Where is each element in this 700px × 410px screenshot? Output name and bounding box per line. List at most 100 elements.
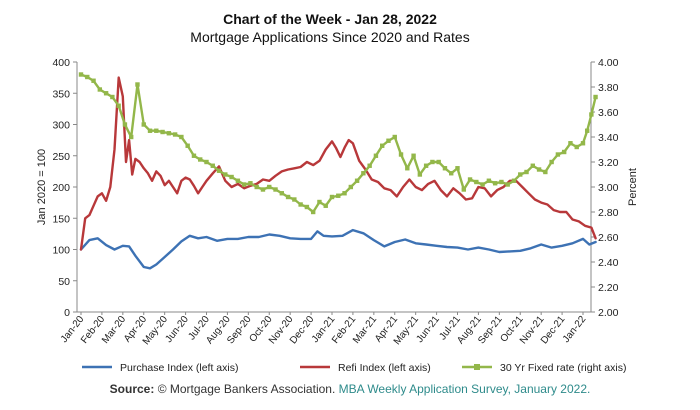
left-tick-label: 150 — [52, 213, 70, 225]
rate-point — [179, 134, 184, 140]
rate-point — [279, 191, 284, 196]
rate-point — [135, 82, 140, 87]
rate-point — [442, 166, 448, 171]
rate-point — [386, 138, 391, 143]
rate-point — [154, 128, 159, 133]
rate-point — [185, 143, 190, 148]
rate-point — [492, 181, 498, 186]
rate-point — [549, 159, 554, 165]
rate-point — [241, 182, 247, 187]
rate-point — [229, 174, 234, 180]
rate-point — [191, 153, 197, 158]
legend-label: 30 Yr Fixed rate (right axis) — [500, 362, 626, 374]
right-tick-label: 3.20 — [598, 157, 619, 169]
rate-point — [172, 132, 178, 137]
rate-point — [392, 134, 397, 140]
rate-point — [336, 193, 341, 198]
source-label: Source: — [109, 382, 155, 396]
rate-point — [561, 149, 567, 155]
rate-point — [499, 179, 504, 185]
rate-point — [248, 181, 253, 186]
rate-point — [141, 122, 146, 127]
left-axis-label: Jan 2020 = 100 — [36, 149, 48, 225]
rate-point — [85, 74, 90, 80]
right-tick-label: 4.00 — [598, 57, 619, 69]
left-tick-label: 400 — [52, 57, 70, 69]
rate-point — [342, 191, 347, 196]
rate-point — [354, 178, 360, 183]
right-tick-label: 3.60 — [598, 107, 619, 119]
right-tick-label: 3.80 — [598, 82, 619, 94]
left-tick-label: 350 — [52, 88, 70, 100]
legend-marker — [474, 364, 480, 370]
rate-point — [530, 163, 535, 168]
source-note: Source: © Mortgage Bankers Association. … — [0, 382, 700, 396]
chart-subtitle: Mortgage Applications Since 2020 and Rat… — [190, 29, 469, 45]
rate-point — [223, 172, 228, 177]
plot-area: 0 50 100 150 200 250 300 350 400 2.00 2.20 2.40 2.60… — [52, 57, 618, 347]
rate-point — [467, 177, 473, 182]
rate-point — [455, 166, 460, 171]
rate-point — [285, 194, 291, 200]
x-tick-label: Jun-20 — [163, 314, 191, 345]
legend: Purchase Index (left axis) Refi Index (le… — [82, 362, 626, 374]
right-tick-label: 3.40 — [598, 132, 619, 144]
rate-point — [97, 87, 103, 92]
rate-point — [317, 199, 322, 205]
rate-point — [505, 182, 510, 187]
series-line-refi — [79, 76, 597, 251]
rate-point — [480, 182, 485, 187]
x-tick-label: Jun-21 — [414, 314, 442, 345]
left-tick-label: 200 — [52, 182, 70, 194]
rate-point — [210, 163, 215, 168]
rate-point — [411, 153, 416, 158]
rate-point — [323, 203, 328, 208]
rate-point — [273, 187, 278, 192]
rate-point — [417, 172, 423, 177]
rate-point — [204, 159, 209, 165]
rate-point — [235, 178, 241, 183]
rate-point — [198, 157, 203, 162]
right-tick-label: 3.00 — [598, 182, 619, 194]
left-tick-label: 300 — [52, 120, 70, 132]
rate-point — [589, 112, 594, 117]
rate-point — [361, 171, 366, 176]
rate-point — [398, 152, 404, 157]
rate-point — [543, 169, 548, 175]
chart-title: Chart of the Week - Jan 28, 2022 — [223, 11, 437, 27]
rate-point — [584, 128, 590, 133]
rate-point — [103, 91, 109, 96]
left-tick-label: 0 — [64, 307, 70, 319]
rate-point — [568, 141, 573, 146]
rate-point — [524, 169, 529, 175]
rate-point — [254, 184, 259, 190]
source-text: © Mortgage Bankers Association. — [157, 382, 336, 396]
rate-point — [267, 184, 272, 190]
rate-point — [405, 166, 410, 171]
series-line-purchase — [79, 228, 597, 270]
rate-point — [367, 163, 372, 168]
rate-point — [348, 184, 354, 190]
rate-point — [580, 141, 586, 146]
rate-point — [461, 187, 466, 192]
left-tick-label: 50 — [58, 276, 70, 288]
right-tick-label: 2.20 — [598, 282, 619, 294]
rate-point — [474, 179, 479, 185]
rate-point — [329, 194, 335, 200]
rate-point — [110, 94, 115, 100]
rate-point — [536, 167, 542, 172]
source-link[interactable]: MBA Weekly Application Survey, January 2… — [338, 382, 591, 396]
rate-point — [91, 78, 96, 83]
rate-point — [166, 131, 172, 136]
rate-point — [430, 159, 435, 165]
rate-point — [593, 94, 598, 100]
rate-point — [216, 168, 222, 173]
rate-point — [129, 134, 134, 140]
rate-point — [555, 152, 561, 157]
rate-point — [511, 178, 517, 183]
rate-point — [449, 171, 454, 176]
rate-point — [436, 159, 441, 165]
rate-point — [304, 204, 310, 210]
rate-point — [518, 172, 523, 177]
right-tick-label: 2.00 — [598, 307, 619, 319]
